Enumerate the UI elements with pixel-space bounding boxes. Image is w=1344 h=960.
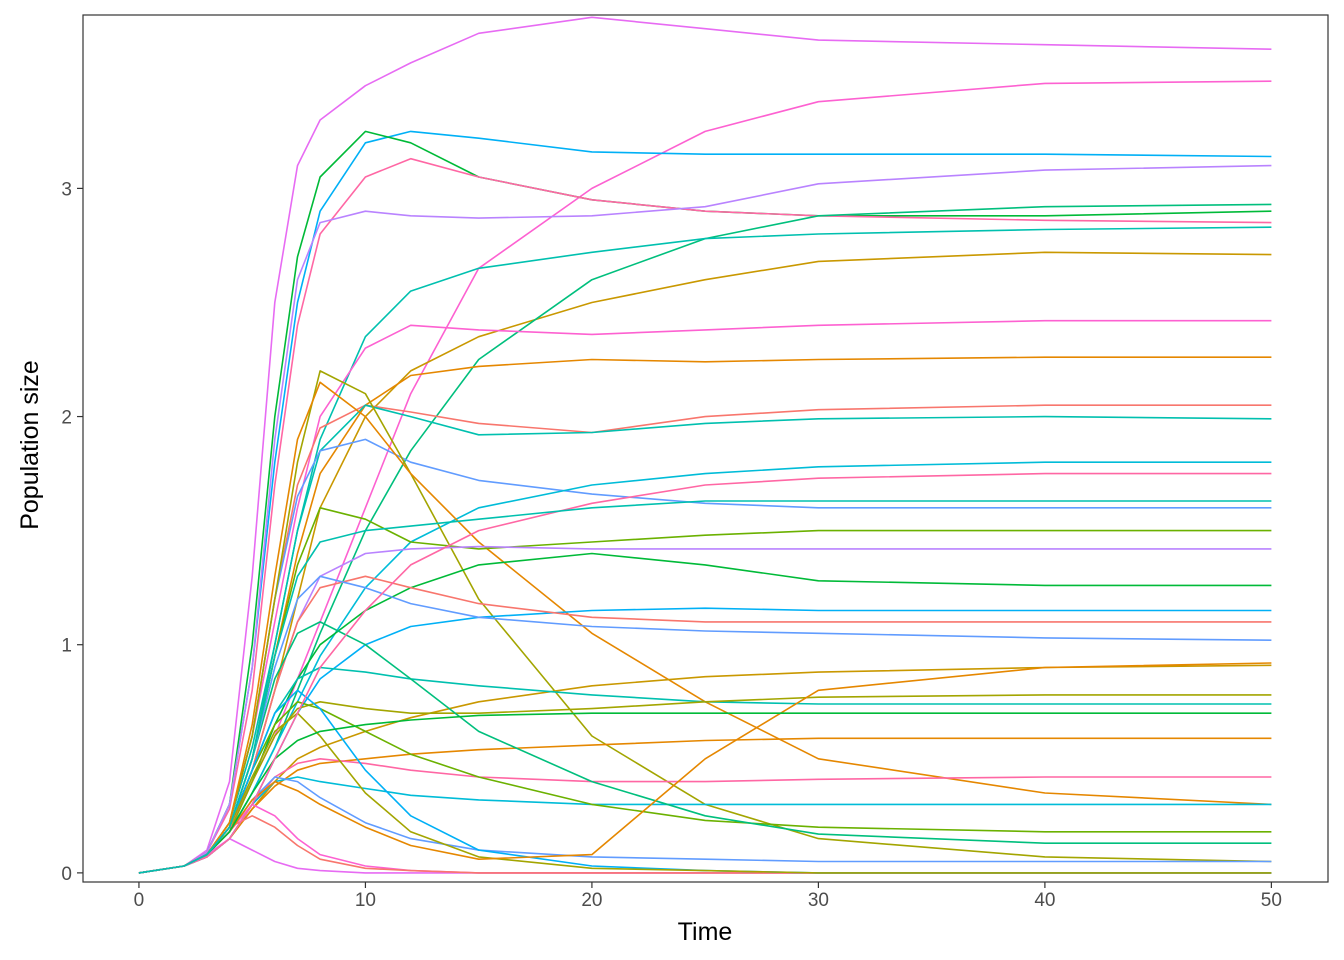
series-line [138,500,1272,874]
y-tick-label: 3 [61,179,72,200]
series-line [138,164,1272,874]
series-line [138,381,1272,874]
x-tick-label: 50 [1261,890,1282,911]
x-tick-label: 30 [808,890,829,911]
y-tick-label: 1 [61,636,72,657]
x-tick-label: 40 [1034,890,1055,911]
y-tick-label: 2 [61,408,72,429]
panel-border [82,14,1329,883]
series-line [138,203,1272,874]
series-line [138,666,1272,874]
y-axis-title: Population size [16,360,44,530]
x-axis-title: Time [678,918,733,946]
series-line [138,472,1272,874]
series-line [138,621,1272,874]
series-line [138,438,1272,874]
series-line [138,803,1272,874]
series-line [138,545,1272,874]
series-line [138,157,1272,874]
x-tick-label: 20 [581,890,602,911]
y-tick-label: 0 [61,864,72,885]
x-tick-label: 10 [355,890,376,911]
series-line [138,712,1272,874]
series-line [138,16,1272,874]
x-tick-label: 0 [134,890,145,911]
series-line [138,226,1272,874]
series-line [138,80,1272,874]
series-line [138,815,1272,874]
series-line [138,712,1272,874]
